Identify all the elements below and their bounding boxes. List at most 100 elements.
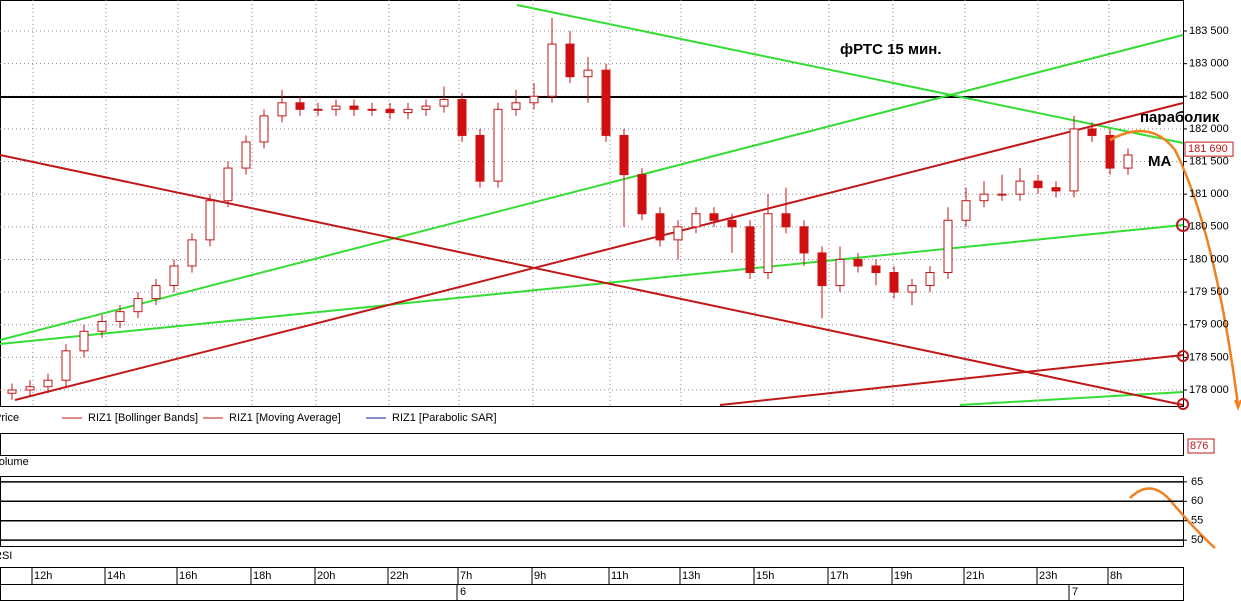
candle-body [925,272,935,287]
trend-line [719,354,1184,406]
marker-circle [1177,350,1189,362]
candle-body [349,105,359,110]
volume-last-box [1187,438,1215,454]
candle-body [97,320,107,332]
annotation: MA [1148,153,1171,170]
candle-body [1051,187,1061,192]
candle-body [187,239,197,267]
candles [7,17,1133,400]
x-tick-label: 7h [460,570,472,582]
candle-body [583,69,593,78]
candle-body [817,252,827,287]
candle-body [943,219,953,274]
candle-body [637,174,647,215]
candle-body [43,379,53,388]
trend-line [14,102,1184,401]
candle-body [169,265,179,287]
candle-body [493,108,503,182]
date-label: 7 [1072,586,1078,598]
rsi-tick-label: 65 [1191,476,1203,488]
candle-body [331,105,341,110]
candle-body [421,105,431,110]
candle-body [871,265,881,274]
y-tick-label: 178 500 [1189,351,1229,363]
candle-body [853,258,863,267]
candle-body [979,193,989,202]
trend-line [516,4,1184,144]
candle-body [1015,180,1025,195]
trend-lines [0,4,1190,410]
x-tick-label: 19h [894,570,912,582]
x-tick-label: 8h [1110,570,1122,582]
legend-item: RIZ1 [Parabolic SAR] [392,412,497,424]
candle-body [367,108,377,111]
candle-body [673,226,683,241]
candle-body [1033,180,1043,189]
candle-body [1069,128,1079,192]
panel-label: RSI [0,550,12,562]
trend-line [959,391,1184,406]
y-tick-label: 183 500 [1189,25,1229,37]
x-tick-label: 23h [1039,570,1057,582]
x-tick-label: 9h [534,570,546,582]
volume-panel [0,433,1184,456]
forecast-arrow [1234,399,1241,411]
y-tick-label: 182 000 [1189,123,1229,135]
candle-body [547,43,557,97]
candle-body [529,95,539,104]
last-price-label: 181 690 [1188,143,1228,155]
candle-body [1105,134,1115,169]
candle-body [1123,154,1133,169]
candle-body [313,108,323,111]
x-tick-label: 13h [682,570,700,582]
last-price-box [1184,141,1234,157]
candle-body [763,213,773,274]
candle-body [385,108,395,114]
y-tick-label: 179 500 [1189,286,1229,298]
candle-body [691,213,701,228]
candle-body [241,141,251,169]
y-tick-label: 178 000 [1189,384,1229,396]
legend-item: Price [0,412,19,424]
x-tick-label: 16h [179,570,197,582]
x-tick-label: 15h [756,570,774,582]
marker-circle [1176,218,1190,232]
candle-body [907,285,917,293]
candle-body [511,102,521,110]
y-tick-label: 182 500 [1189,90,1229,102]
panel-label: Volume [0,456,29,468]
rsi-forecast-curve [1129,487,1216,549]
candle-body [961,200,971,221]
y-tick-label: 180 000 [1189,253,1229,265]
candle-body [61,350,71,381]
candle-body [403,108,413,114]
x-tick-label: 22h [390,570,408,582]
x-tick-label: 12h [34,570,52,582]
candle-body [223,167,233,202]
candle-body [25,386,35,391]
rsi-tick-label: 55 [1191,515,1203,527]
y-tick-label: 181 500 [1189,155,1229,167]
y-tick-label: 180 500 [1189,221,1229,233]
volume-last: 876 [1190,440,1208,452]
x-tick-label: 11h [611,570,629,582]
candle-body [997,193,1007,196]
x-tick-label: 18h [253,570,271,582]
candle-body [79,330,89,352]
candle-body [565,43,575,78]
trend-line [0,154,1184,406]
candle-body [727,219,737,228]
candle-body [259,115,269,143]
candle-body [7,389,17,394]
candle-body [457,99,467,136]
rsi-panel [0,476,1184,547]
candle-body [295,102,305,110]
price-panel [0,0,1184,407]
annotation: параболик [1140,109,1220,126]
rsi-tick-label: 50 [1191,534,1203,546]
y-tick-label: 179 000 [1189,319,1229,331]
candle-body [439,99,449,107]
candle-body [781,213,791,228]
x-tick-label: 21h [966,570,984,582]
